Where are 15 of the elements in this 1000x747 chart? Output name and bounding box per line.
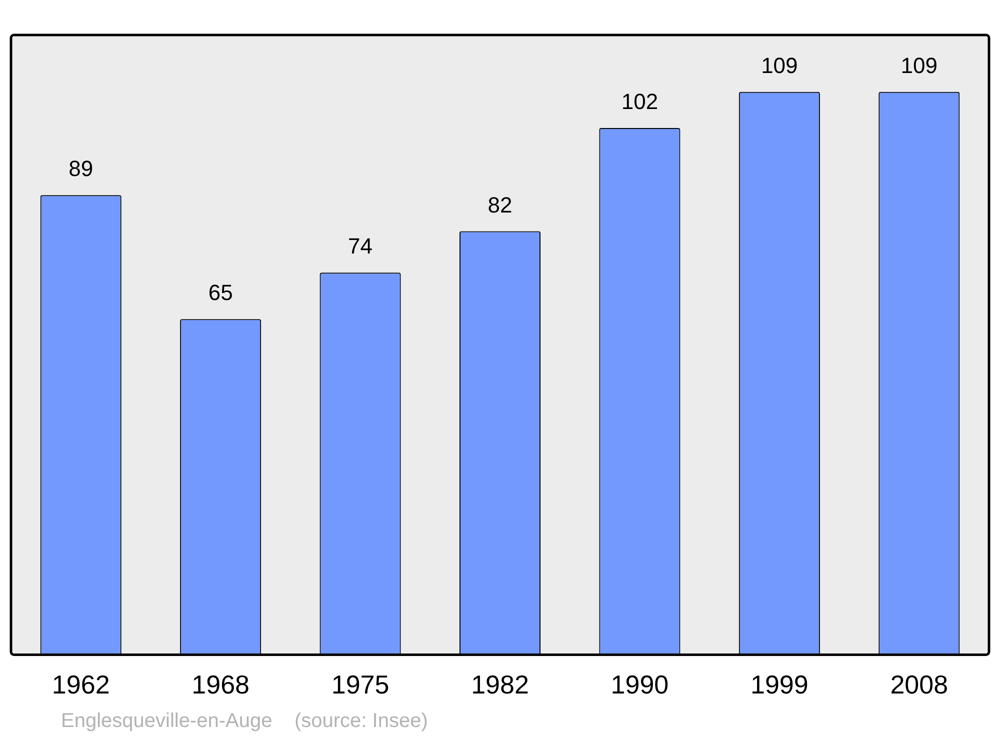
x-tick-label: 1962 — [52, 670, 110, 700]
x-tick-label: 2008 — [890, 670, 948, 700]
x-tick-label: 1968 — [192, 670, 250, 700]
x-tick-label: 1975 — [331, 670, 390, 700]
data-label: 109 — [900, 52, 938, 78]
text: Englesqueville-en-Auge (source: Insee) — [61, 710, 429, 733]
data-label: 65 — [208, 280, 233, 306]
x-tick-label: 1990 — [610, 670, 669, 700]
data-label: 82 — [488, 192, 512, 218]
data-label: 89 — [68, 156, 94, 182]
data-label: 74 — [348, 234, 373, 259]
data-label: 102 — [621, 89, 658, 114]
data-label: 109 — [761, 52, 798, 78]
x-tick-label: 1999 — [750, 670, 808, 700]
x-tick-label: 1982 — [471, 670, 529, 700]
